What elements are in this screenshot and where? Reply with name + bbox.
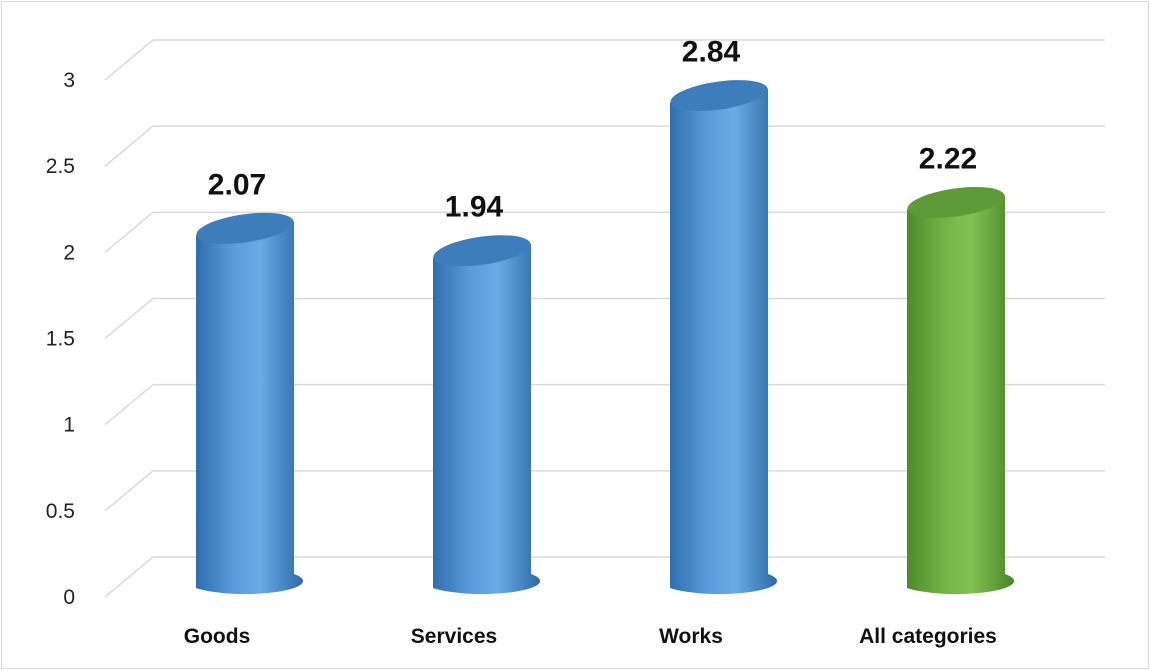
data-label: 1.94: [445, 191, 504, 224]
y-tick-label: 3: [63, 69, 75, 92]
y-tick-label: 2: [63, 241, 75, 264]
gridline-depth: [104, 211, 154, 253]
y-axis: 0 0.5 1 1.5 2 2.5 3: [46, 69, 75, 609]
y-tick-label: 2.5: [46, 155, 75, 178]
bar-top: [433, 235, 531, 267]
data-label: 2.07: [208, 168, 266, 201]
gridline-depth: [104, 297, 154, 340]
gridline-depth: [104, 384, 154, 426]
x-tick-label: Services: [411, 625, 497, 648]
gridline-depth: [104, 470, 154, 512]
y-tick-label: 0: [63, 586, 75, 609]
bar-works: [670, 80, 778, 595]
gridline-depth: [104, 556, 154, 598]
y-tick-label: 1.5: [46, 328, 75, 351]
bars: [196, 80, 1015, 595]
bar-top: [196, 212, 294, 244]
bar-top: [670, 80, 768, 112]
data-label: 2.22: [919, 142, 977, 175]
data-labels: 2.07 1.94 2.84 2.22: [208, 36, 977, 224]
gridline-depth: [104, 125, 154, 167]
bar-body: [670, 88, 778, 595]
bar-services: [433, 235, 541, 595]
y-tick-label: 0.5: [46, 500, 75, 523]
bar-goods: [196, 212, 304, 595]
data-label: 2.84: [682, 36, 741, 69]
x-tick-label: Works: [659, 625, 723, 648]
bar-body: [433, 243, 541, 595]
bar-all-categories: [907, 186, 1015, 595]
gridline-depth: [104, 39, 154, 81]
bar-body: [196, 221, 304, 595]
bar-top: [907, 186, 1005, 218]
bar-body: [907, 195, 1015, 595]
y-tick-label: 1: [63, 414, 75, 437]
x-axis: Goods Services Works All categories: [184, 625, 997, 648]
x-tick-label: Goods: [184, 625, 251, 648]
x-tick-label: All categories: [859, 625, 997, 648]
